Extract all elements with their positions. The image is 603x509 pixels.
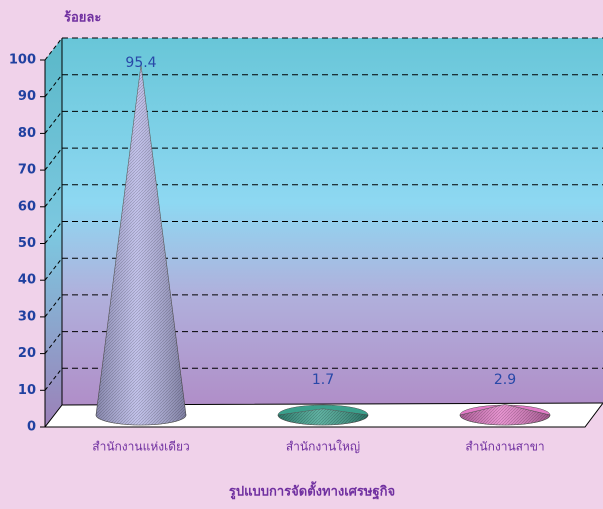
y-tick-label: 90 bbox=[18, 89, 36, 104]
cone bbox=[459, 404, 551, 426]
x-tick-label: สำนักงานแห่งเดียว bbox=[92, 440, 190, 454]
cone bbox=[95, 64, 187, 426]
grid-line-side bbox=[44, 37, 63, 61]
y-tick-label: 40 bbox=[18, 273, 36, 288]
cone-hatch bbox=[278, 408, 368, 425]
x-axis-title: รูปแบบการจัดตั้งทางเศรษฐกิจ bbox=[229, 481, 395, 501]
side-wall bbox=[45, 38, 62, 427]
y-tick-label: 20 bbox=[18, 346, 36, 361]
y-tick-label: 60 bbox=[18, 199, 36, 214]
cone bbox=[277, 404, 369, 426]
x-tick-label: สำนักงานสาขา bbox=[465, 440, 544, 454]
cone-hatch bbox=[460, 404, 550, 425]
grid-line-side bbox=[44, 111, 63, 134]
value-label: 1.7 bbox=[312, 372, 334, 388]
value-label: 2.9 bbox=[494, 372, 516, 388]
grid-line-side bbox=[44, 184, 63, 208]
y-tick-label: 10 bbox=[18, 383, 36, 398]
x-tick-label: สำนักงานใหญ่ bbox=[286, 440, 360, 454]
value-label: 95.4 bbox=[125, 55, 156, 71]
grid-line-side bbox=[44, 221, 63, 244]
grid-line-side bbox=[44, 74, 63, 98]
grid-line-side bbox=[44, 257, 63, 281]
y-axis-title: ร้อยละ bbox=[64, 10, 101, 26]
grid-line-side bbox=[44, 367, 63, 391]
y-tick-label: 30 bbox=[18, 309, 36, 324]
grid-line-side bbox=[44, 294, 63, 318]
y-tick-label: 70 bbox=[18, 163, 36, 178]
y-tick-label: 80 bbox=[18, 126, 36, 141]
y-tick-label: 50 bbox=[18, 236, 36, 251]
grid-line-side bbox=[44, 331, 63, 354]
y-tick-label: 100 bbox=[9, 53, 36, 68]
cone-hatch bbox=[96, 64, 186, 425]
y-tick-label: 0 bbox=[27, 420, 36, 435]
grid-line-side bbox=[44, 147, 63, 171]
